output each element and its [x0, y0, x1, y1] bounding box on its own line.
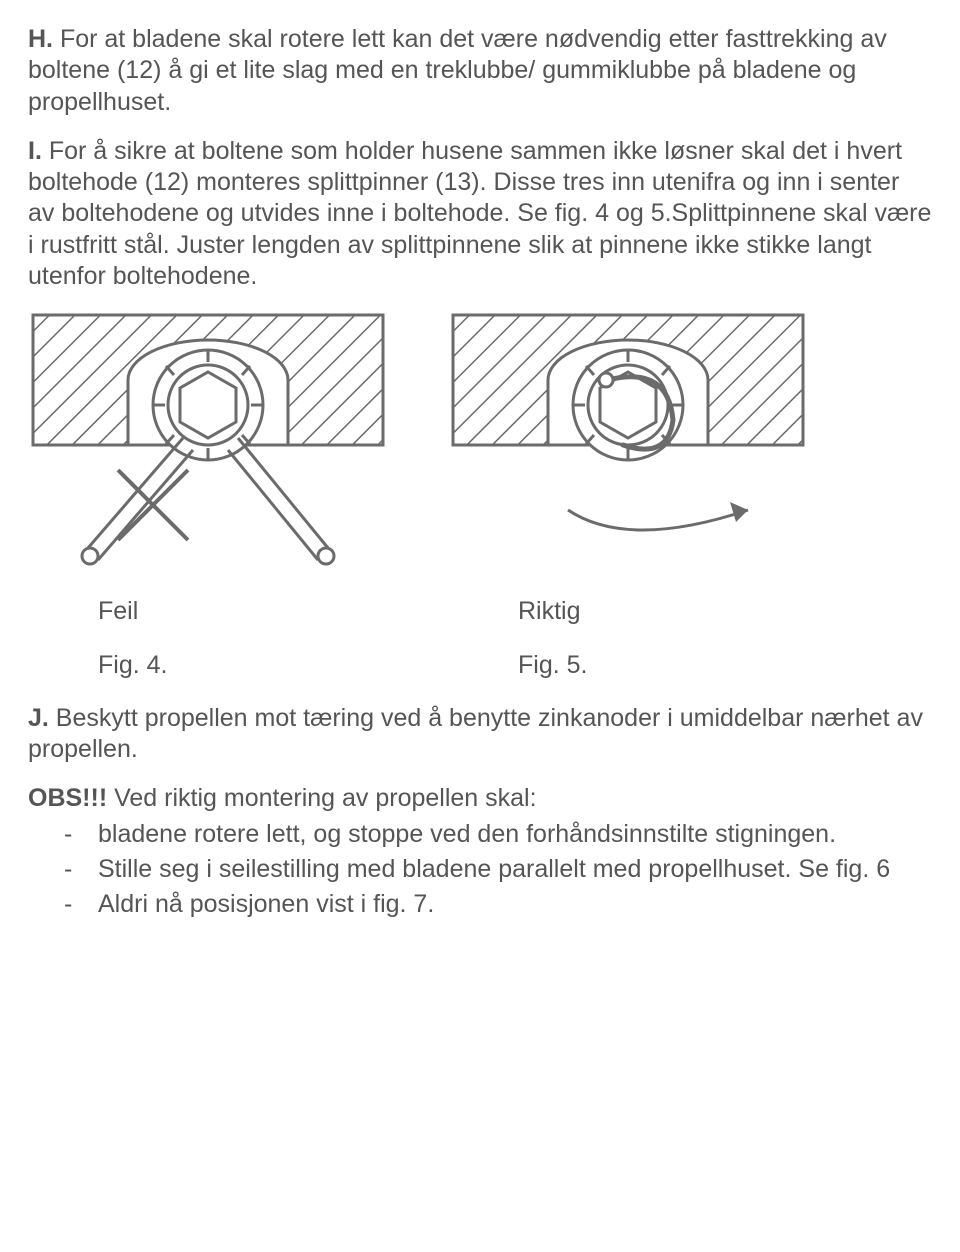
- paragraph-i: I. For å sikre at boltene som holder hus…: [28, 136, 932, 292]
- list-item: Aldri nå posisjonen vist i fig. 7.: [98, 889, 932, 920]
- labels-row-top: Feil Riktig: [28, 596, 932, 627]
- list-item: bladene rotere lett, og stoppe ved den f…: [98, 819, 932, 850]
- obs-list: bladene rotere lett, og stoppe ved den f…: [28, 819, 932, 921]
- bold-letter-i: I.: [28, 137, 42, 165]
- label-feil: Feil: [28, 596, 518, 627]
- paragraph-j-text: Beskytt propellen mot tæring ved å benyt…: [28, 704, 923, 763]
- paragraph-h-text: For at bladene skal rotere lett kan det …: [28, 25, 887, 116]
- bold-letter-j: J.: [28, 704, 49, 732]
- figure-5-svg: [448, 310, 808, 570]
- caption-fig5: Fig. 5.: [518, 650, 587, 681]
- figure-4-svg: [28, 310, 388, 570]
- bold-letter-obs: OBS!!!: [28, 784, 107, 812]
- figure-4: [28, 310, 388, 578]
- list-item: Stille seg i seilestilling med bladene p…: [98, 854, 932, 885]
- caption-row: Fig. 4. Fig. 5.: [28, 650, 932, 681]
- paragraph-i-text: For å sikre at boltene som holder husene…: [28, 137, 931, 290]
- caption-fig4: Fig. 4.: [28, 650, 518, 681]
- paragraph-h: H. For at bladene skal rotere lett kan d…: [28, 24, 932, 118]
- figures-row: [28, 310, 932, 578]
- paragraph-j: J. Beskytt propellen mot tæring ved å be…: [28, 703, 932, 766]
- obs-text: Ved riktig montering av propellen skal:: [107, 784, 536, 812]
- figure-5: [448, 310, 808, 578]
- bold-letter-h: H.: [28, 25, 53, 53]
- label-riktig: Riktig: [518, 596, 581, 627]
- paragraph-obs: OBS!!! Ved riktig montering av propellen…: [28, 783, 932, 814]
